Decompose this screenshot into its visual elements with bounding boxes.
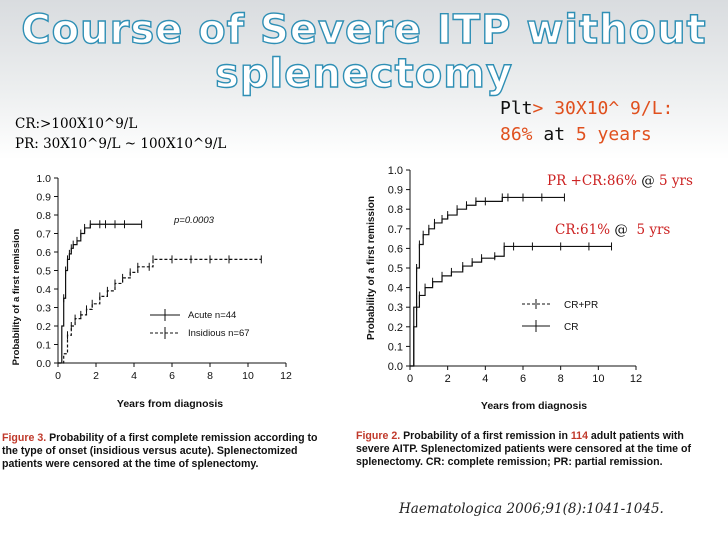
x-tick-label: 2 [93, 370, 99, 382]
figure3-caption-label: Figure 3. [2, 432, 47, 444]
y-tick-label: 0.2 [388, 322, 403, 334]
figure3-axes [57, 178, 286, 364]
plt-percent: 86% [500, 124, 533, 145]
figure3-series [58, 220, 262, 364]
legend-cr-label: CR [564, 322, 578, 333]
x-tick-label: 4 [131, 370, 137, 382]
figure3-xlabel: Years from diagnosis [117, 398, 223, 410]
y-tick-label: 1.0 [388, 165, 403, 177]
y-tick-label: 1.0 [36, 173, 51, 185]
x-tick-label: 8 [558, 373, 564, 385]
figure2-legend: CR+PR CR [522, 299, 598, 333]
cr-definition: CR:>100X10^9/L [15, 116, 138, 132]
figure3-ylabel: Probability of a first remission [11, 228, 22, 365]
y-tick-label: 0.8 [36, 210, 51, 222]
y-tick-label: 0.4 [36, 284, 51, 296]
slide-title: Course of Severe ITP without splenectomy [0, 7, 728, 97]
slide-title-line1: Course of Severe ITP without [21, 7, 707, 53]
x-tick-label: 0 [55, 370, 61, 382]
y-tick-label: 0.8 [388, 204, 403, 216]
y-tick-label: 0.5 [388, 263, 403, 275]
y-tick-label: 0.5 [36, 266, 51, 278]
figure2-annotation-cr: CR:61% @ 5 yrs [555, 222, 670, 238]
x-tick-label: 10 [592, 373, 604, 385]
y-tick-label: 0.7 [36, 229, 51, 241]
x-tick-label: 4 [482, 373, 488, 385]
y-tick-label: 0.9 [388, 185, 403, 197]
figure2-caption: Figure 2. Probability of a first remissi… [356, 430, 692, 469]
legend-insidious-label: Insidious n=67 [188, 328, 250, 339]
y-tick-label: 0.0 [36, 358, 51, 370]
y-tick-label: 0.3 [36, 303, 51, 315]
x-tick-label: 12 [630, 373, 642, 385]
y-tick-label: 0.6 [36, 247, 51, 259]
figure3-caption: Figure 3. Probability of a first complet… [2, 432, 322, 471]
x-tick-label: 2 [445, 373, 451, 385]
x-tick-label: 0 [407, 373, 413, 385]
x-tick-label: 12 [280, 370, 292, 382]
y-tick-label: 0.0 [388, 361, 403, 373]
x-tick-label: 8 [207, 370, 213, 382]
slide-background [0, 0, 728, 160]
y-tick-label: 0.1 [388, 341, 403, 353]
figure2-caption-pre: Probability of a first remission in [400, 430, 571, 442]
plt-years: 5 years [575, 124, 652, 145]
y-tick-label: 0.6 [388, 243, 403, 255]
figure2-chart: 0.0 0.1 0.2 0.3 0.4 0.5 0.6 0.7 0.8 0.9 1.0 0 2 4 6 8 10… [366, 165, 693, 412]
figure2-panel: 0.0 0.1 0.2 0.3 0.4 0.5 0.6 0.7 0.8 0.9 1.0 0 2 4 6 8 10… [352, 158, 695, 470]
legend-crpr-label: CR+PR [564, 300, 598, 311]
plt-value: > 30X10^ 9/L: [532, 98, 674, 119]
figure2-caption-label: Figure 2. [356, 430, 401, 442]
x-tick-label: 6 [169, 370, 175, 382]
y-tick-label: 0.9 [36, 192, 51, 204]
series-line-1 [410, 245, 612, 367]
citation: Haematologica 2006;91(8):1041-1045. [399, 501, 664, 517]
y-tick-label: 0.1 [36, 340, 51, 352]
figure3-legend: Acute n=44 Insidious n=67 [150, 309, 250, 339]
y-tick-label: 0.3 [388, 302, 403, 314]
figure3-chart: 0.0 0.1 0.2 0.3 0.4 0.5 0.6 0.7 0.8 0.9 1.0 0 2 4 6 8 10… [11, 173, 292, 410]
slide-title-line2: splenectomy [214, 51, 513, 97]
plt-prefix: Plt [500, 98, 533, 119]
figure2-series [410, 193, 613, 367]
figure2-ylabel: Probability of a first remission [366, 196, 377, 340]
y-tick-label: 0.4 [388, 283, 403, 295]
figure2-annotation-crpr: PR +CR:86% @ 5 yrs [547, 173, 693, 189]
figure3-panel: 0.0 0.1 0.2 0.3 0.4 0.5 0.6 0.7 0.8 0.9 1.0 0 2 4 6 8 10… [2, 167, 325, 490]
figure3-caption-text: Probability of a first complete remissio… [2, 432, 318, 470]
y-tick-label: 0.2 [36, 321, 51, 333]
pr-definition: PR: 30X10^9/L ~ 100X10^9/L [15, 136, 227, 152]
figure2-caption-post: adult patients with severe AITP. Splenec… [356, 430, 691, 468]
x-tick-label: 6 [520, 373, 526, 385]
figure2-ticks: 0.0 0.1 0.2 0.3 0.4 0.5 0.6 0.7 0.8 0.9 1.0 0 2 4 6 8 10… [388, 165, 642, 385]
y-tick-label: 0.7 [388, 224, 403, 236]
x-tick-label: 10 [242, 370, 254, 382]
figure3-pvalue: p=0.0003 [173, 215, 215, 226]
figure2-xlabel: Years from diagnosis [481, 400, 587, 412]
figure2-caption-n: 114 [570, 430, 588, 442]
plt-at: at [532, 124, 576, 145]
figure3-ticks: 0.0 0.1 0.2 0.3 0.4 0.5 0.6 0.7 0.8 0.9 1.0 0 2 4 6 8 10… [36, 173, 292, 382]
legend-acute-label: Acute n=44 [188, 310, 236, 321]
platelet-statement: Plt> 30X10^ 9/L: 86% at 5 years [500, 96, 673, 148]
remission-definitions: CR:>100X10^9/L PR: 30X10^9/L ~ 100X10^9/… [15, 114, 226, 154]
